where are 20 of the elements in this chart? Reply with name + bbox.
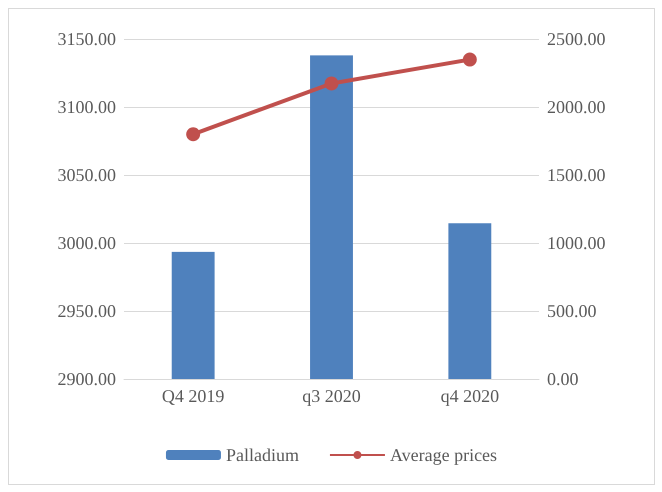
y-tick-label: 2950.00 xyxy=(58,301,116,321)
y2-tick-label: 2000.00 xyxy=(547,97,606,117)
y-tick-label: 3150.00 xyxy=(58,29,116,49)
y2-tick-label: 2500.00 xyxy=(547,29,606,49)
y-tick-label: 3100.00 xyxy=(58,97,116,117)
y-tick-label: 3050.00 xyxy=(58,165,116,185)
x-tick-label: q4 2020 xyxy=(440,386,500,406)
x-tick-label: Q4 2019 xyxy=(162,386,224,406)
y-tick-label: 3000.00 xyxy=(58,233,116,253)
y2-tick-label: 1500.00 xyxy=(547,165,606,185)
legend-label: Average prices xyxy=(390,445,498,465)
legend-label: Palladium xyxy=(226,445,299,465)
y-tick-label: 2900.00 xyxy=(58,369,116,389)
y2-tick-label: 500.00 xyxy=(547,301,596,321)
point xyxy=(462,52,477,67)
y2-tick-label: 0.00 xyxy=(547,369,578,389)
y2-tick-label: 1000.00 xyxy=(547,233,606,253)
x-tick-label: q3 2020 xyxy=(302,386,361,406)
point xyxy=(186,127,200,142)
point xyxy=(324,76,338,90)
